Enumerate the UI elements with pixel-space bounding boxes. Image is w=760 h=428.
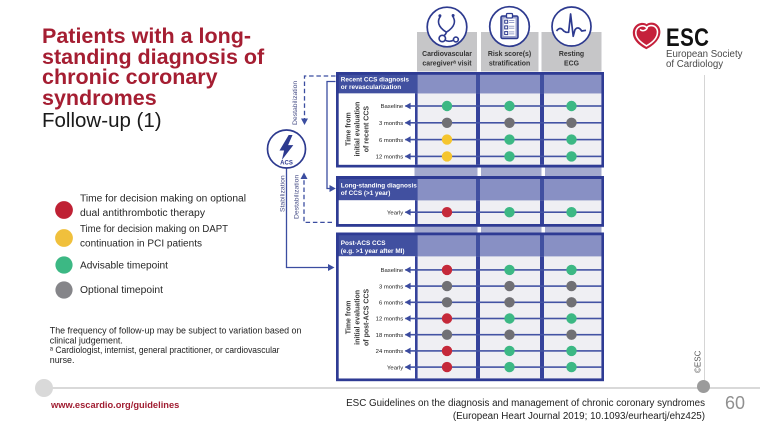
svg-text:clinical judgement.: clinical judgement. bbox=[50, 335, 123, 345]
svg-text:©ESC: ©ESC bbox=[694, 350, 703, 373]
svg-text:stratification: stratification bbox=[489, 61, 530, 68]
svg-text:nurse.: nurse. bbox=[50, 355, 75, 365]
svg-text:Recent CCS diagnosis: Recent CCS diagnosis bbox=[341, 77, 410, 84]
svg-text:of CCS (>1 year): of CCS (>1 year) bbox=[341, 190, 391, 197]
svg-text:Risk score(s): Risk score(s) bbox=[488, 51, 531, 58]
svg-text:3 months: 3 months bbox=[379, 284, 403, 290]
svg-text:The frequency of follow-up may: The frequency of follow-up may be subjec… bbox=[50, 325, 302, 335]
svg-text:Yearly: Yearly bbox=[387, 365, 403, 371]
svg-text:Advisable timepoint: Advisable timepoint bbox=[80, 260, 168, 271]
svg-text:dual antithrombotic therapy: dual antithrombotic therapy bbox=[80, 208, 205, 219]
svg-text:initial evaluation: initial evaluation bbox=[355, 290, 362, 345]
svg-text:Post-ACS CCS: Post-ACS CCS bbox=[341, 240, 386, 247]
svg-text:Stabilization: Stabilization bbox=[279, 175, 286, 212]
svg-text:Cardiovascular: Cardiovascular bbox=[422, 51, 472, 58]
svg-text:Baseline: Baseline bbox=[381, 268, 404, 274]
svg-text:Resting: Resting bbox=[559, 51, 584, 58]
svg-text:or revascularization: or revascularization bbox=[341, 84, 401, 91]
svg-text:a Cardiologist, internist, gen: a Cardiologist, internist, general pract… bbox=[50, 345, 280, 355]
svg-text:Long-standing diagnosis: Long-standing diagnosis bbox=[341, 182, 417, 189]
svg-text:18 months: 18 months bbox=[376, 333, 404, 339]
svg-text:caregivera visit: caregivera visit bbox=[422, 60, 472, 68]
svg-text:3 months: 3 months bbox=[379, 121, 403, 127]
svg-text:Baseline: Baseline bbox=[381, 104, 404, 110]
svg-text:24 months: 24 months bbox=[376, 349, 404, 355]
svg-text:continuation in PCI patients: continuation in PCI patients bbox=[80, 238, 202, 249]
svg-text:Destabilization: Destabilization bbox=[294, 175, 301, 219]
svg-text:12 months: 12 months bbox=[376, 155, 404, 161]
svg-text:12 months: 12 months bbox=[376, 317, 404, 323]
svg-text:of recent CCS: of recent CCS bbox=[364, 106, 371, 153]
svg-text:Time for decision making on op: Time for decision making on optional bbox=[80, 193, 246, 204]
svg-text:Optional timepoint: Optional timepoint bbox=[80, 285, 163, 296]
svg-text:initial evaluation: initial evaluation bbox=[355, 102, 362, 157]
svg-text:ACS: ACS bbox=[280, 160, 293, 166]
svg-text:ECG: ECG bbox=[564, 61, 579, 68]
svg-text:of post-ACS CCS: of post-ACS CCS bbox=[364, 288, 371, 345]
svg-text:6 months: 6 months bbox=[379, 138, 403, 144]
svg-text:6 months: 6 months bbox=[379, 301, 403, 307]
svg-text:(e.g. >1 year after MI): (e.g. >1 year after MI) bbox=[341, 248, 405, 255]
svg-text:Destabilization: Destabilization bbox=[292, 81, 299, 125]
svg-text:Time from: Time from bbox=[346, 112, 353, 146]
svg-text:Time for decision making on DA: Time for decision making on DAPT bbox=[80, 224, 228, 235]
svg-text:Yearly: Yearly bbox=[387, 210, 403, 216]
svg-text:Time from: Time from bbox=[346, 301, 353, 335]
